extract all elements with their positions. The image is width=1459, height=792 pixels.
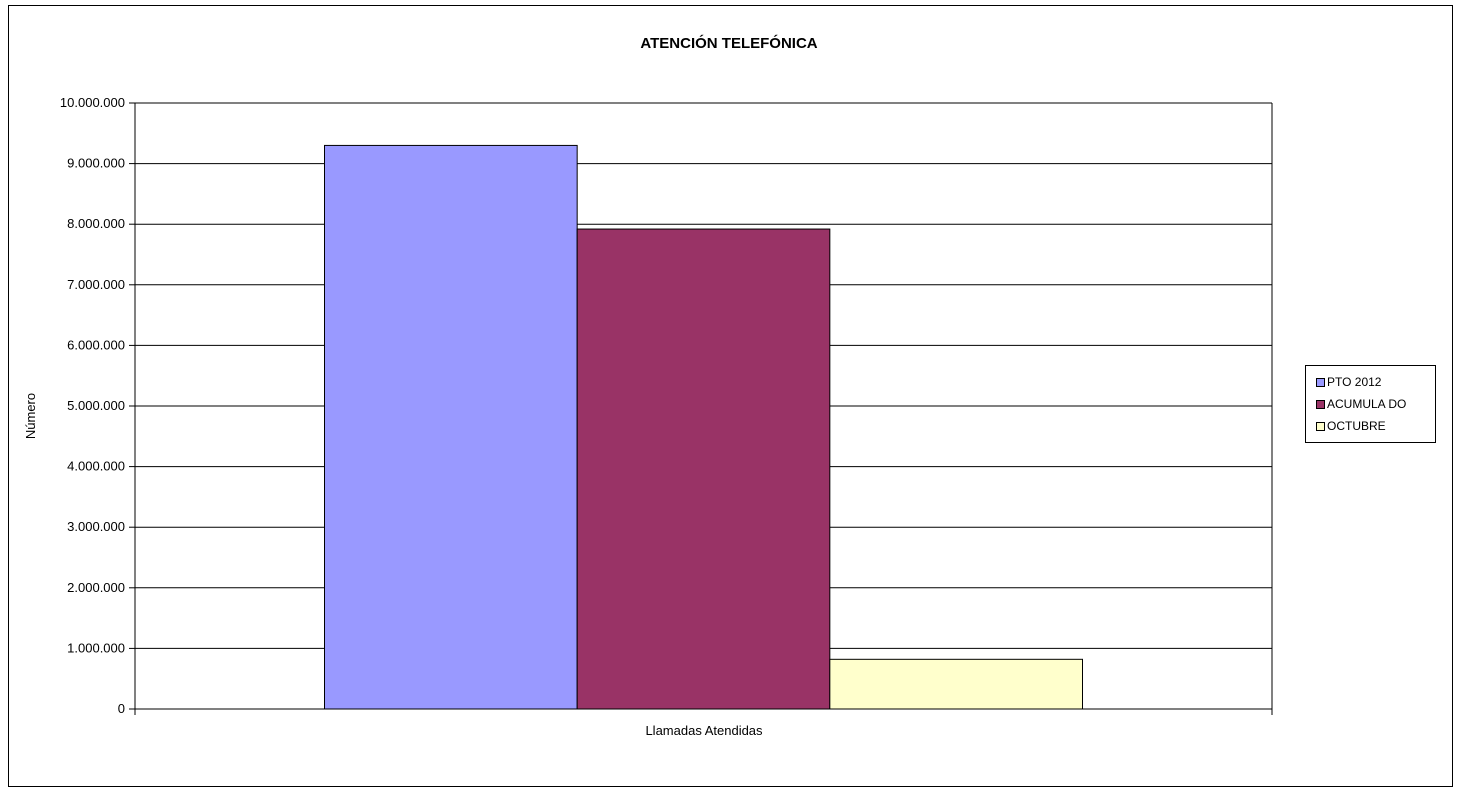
legend-item: ACUMULA DO [1306, 393, 1435, 415]
legend-item: OCTUBRE [1306, 415, 1435, 437]
y-tick-label: 2.000.000 [67, 580, 125, 595]
y-tick-label: 1.000.000 [67, 640, 125, 655]
y-axis-title: Número [23, 393, 38, 439]
y-tick-label: 6.000.000 [67, 337, 125, 352]
bar [324, 144, 578, 710]
bar [829, 658, 1083, 710]
legend-swatch [1316, 377, 1325, 387]
y-tick-label: 10.000.000 [60, 95, 125, 110]
y-tick-label: 8.000.000 [67, 216, 125, 231]
axis-layer: 0 1.000.000 2.000.000 3.000.000 4.000.000 5.0… [60, 95, 1273, 716]
legend-label: ACUMULA DO [1327, 397, 1407, 411]
legend: PTO 2012 ACUMULA DO OCTUBRE [1305, 365, 1436, 443]
y-tick-label: 3.000.000 [67, 519, 125, 534]
chart-title: ATENCIÓN TELEFÓNICA [640, 34, 817, 52]
bar [576, 228, 831, 710]
legend-swatch [1316, 399, 1325, 409]
y-tick-label: 4.000.000 [67, 459, 125, 474]
legend-label: OCTUBRE [1327, 419, 1386, 433]
y-tick-label: 0 [118, 701, 125, 716]
legend-item: PTO 2012 [1306, 371, 1435, 393]
y-tick-label: 7.000.000 [67, 277, 125, 292]
x-axis-title: Llamadas Atendidas [645, 723, 763, 738]
bars-layer [324, 144, 1083, 710]
legend-swatch [1316, 421, 1325, 431]
y-tick-label: 5.000.000 [67, 398, 125, 413]
legend-label: PTO 2012 [1327, 375, 1382, 389]
y-tick-label: 9.000.000 [67, 156, 125, 171]
